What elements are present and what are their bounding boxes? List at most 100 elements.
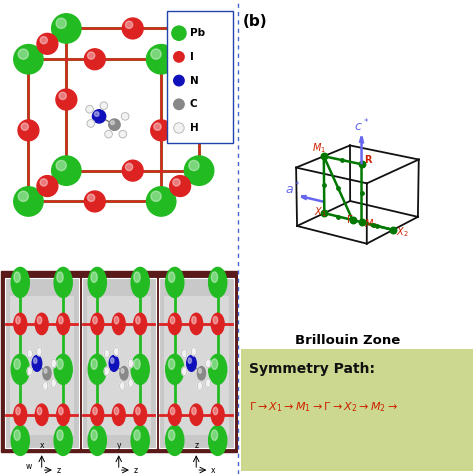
Circle shape — [35, 313, 48, 335]
Text: (b): (b) — [243, 14, 268, 29]
Circle shape — [134, 313, 146, 335]
Circle shape — [151, 191, 161, 201]
Circle shape — [11, 267, 29, 298]
Circle shape — [168, 404, 181, 426]
Text: I: I — [190, 52, 193, 62]
Circle shape — [191, 317, 196, 324]
Bar — [5, 279, 79, 448]
Circle shape — [154, 123, 161, 130]
Circle shape — [197, 366, 206, 380]
Circle shape — [88, 426, 106, 456]
Circle shape — [197, 382, 202, 390]
Circle shape — [190, 313, 203, 335]
Circle shape — [91, 430, 97, 440]
Circle shape — [18, 49, 28, 59]
Circle shape — [146, 45, 176, 74]
Circle shape — [136, 407, 140, 415]
Circle shape — [114, 407, 118, 415]
Circle shape — [27, 367, 32, 375]
Circle shape — [173, 36, 180, 44]
Circle shape — [21, 123, 28, 130]
Circle shape — [105, 130, 112, 138]
Circle shape — [56, 89, 77, 110]
Circle shape — [57, 404, 70, 426]
Circle shape — [14, 272, 20, 283]
Circle shape — [52, 14, 81, 43]
Circle shape — [91, 359, 97, 369]
Circle shape — [52, 156, 81, 185]
Circle shape — [18, 191, 28, 201]
Circle shape — [209, 267, 227, 298]
Circle shape — [119, 130, 127, 138]
Bar — [159, 279, 234, 448]
Circle shape — [37, 176, 58, 197]
Circle shape — [206, 359, 211, 368]
Circle shape — [166, 267, 184, 298]
Circle shape — [56, 160, 66, 171]
Circle shape — [59, 317, 63, 324]
Circle shape — [170, 176, 191, 197]
Circle shape — [168, 359, 175, 369]
Circle shape — [172, 26, 186, 40]
Circle shape — [136, 317, 140, 324]
Circle shape — [126, 21, 133, 28]
Circle shape — [126, 164, 133, 171]
Circle shape — [14, 430, 20, 440]
Circle shape — [199, 369, 201, 374]
Circle shape — [128, 359, 133, 368]
Circle shape — [134, 430, 140, 440]
Text: N: N — [190, 75, 198, 86]
Circle shape — [36, 347, 42, 356]
Circle shape — [114, 347, 119, 356]
Circle shape — [35, 404, 48, 426]
Circle shape — [92, 109, 106, 123]
Circle shape — [93, 407, 97, 415]
Circle shape — [94, 112, 99, 117]
Circle shape — [184, 156, 214, 185]
Text: Brillouin Zone: Brillouin Zone — [295, 334, 401, 347]
Circle shape — [43, 366, 51, 380]
Circle shape — [54, 426, 72, 456]
Circle shape — [211, 359, 218, 369]
Circle shape — [51, 359, 56, 368]
Circle shape — [213, 317, 218, 324]
Circle shape — [57, 272, 63, 283]
Circle shape — [168, 272, 175, 283]
Bar — [164, 296, 229, 435]
Circle shape — [191, 347, 196, 356]
Circle shape — [87, 120, 95, 128]
Circle shape — [114, 317, 118, 324]
Circle shape — [191, 407, 196, 415]
Circle shape — [213, 407, 218, 415]
Circle shape — [184, 14, 214, 43]
Text: z: z — [56, 465, 61, 474]
Circle shape — [59, 407, 63, 415]
Circle shape — [211, 272, 218, 283]
Circle shape — [170, 317, 175, 324]
Circle shape — [134, 359, 140, 369]
Circle shape — [57, 359, 63, 369]
Circle shape — [14, 313, 27, 335]
Circle shape — [32, 356, 42, 371]
Circle shape — [110, 358, 114, 364]
Circle shape — [134, 404, 146, 426]
Circle shape — [121, 113, 129, 120]
Circle shape — [173, 75, 184, 86]
Circle shape — [173, 52, 184, 62]
Circle shape — [100, 102, 108, 109]
Circle shape — [211, 404, 224, 426]
Circle shape — [57, 430, 63, 440]
Bar — [1, 271, 237, 452]
Circle shape — [211, 313, 224, 335]
Circle shape — [104, 367, 109, 375]
Bar — [87, 296, 151, 435]
Circle shape — [16, 317, 20, 324]
Circle shape — [43, 382, 48, 390]
Circle shape — [14, 45, 43, 74]
Circle shape — [166, 426, 184, 456]
Circle shape — [54, 355, 72, 384]
Circle shape — [182, 367, 187, 375]
Circle shape — [173, 99, 184, 109]
Circle shape — [37, 317, 42, 324]
Circle shape — [51, 379, 56, 388]
